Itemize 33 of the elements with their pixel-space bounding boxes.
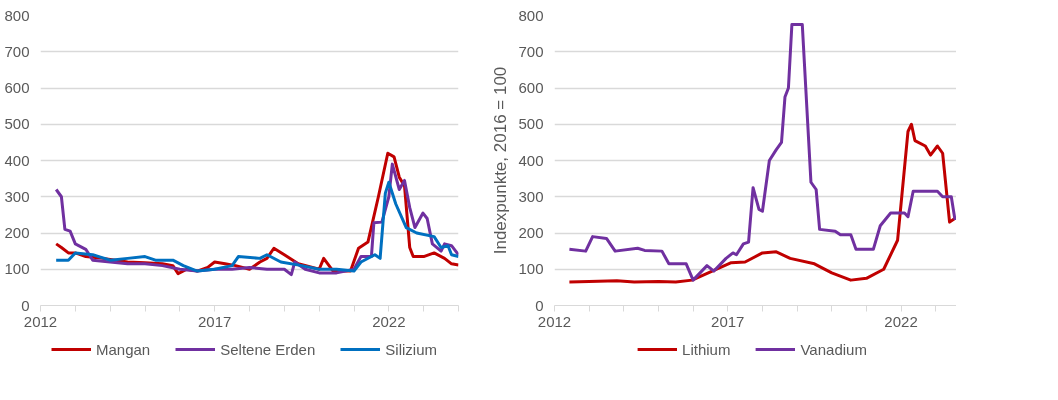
y-tick-label: 100 xyxy=(4,260,30,278)
y-tick-label: 300 xyxy=(518,187,544,205)
legend-label: Silizium xyxy=(385,340,437,358)
y-tick-label: 600 xyxy=(4,79,30,96)
y-tick-label: 200 xyxy=(4,224,30,241)
y-axis-title: Indexpunkte, 2016 = 100 xyxy=(491,66,511,255)
legend-label: Seltene Erden xyxy=(220,340,316,358)
x-tick-label: 2012 xyxy=(23,312,58,330)
y-tick-label: 0 xyxy=(21,296,30,314)
x-tick-label: 2022 xyxy=(884,312,918,330)
y-tick-label: 800 xyxy=(4,6,30,24)
y-tick-label: 700 xyxy=(4,42,30,60)
line-series xyxy=(54,180,459,273)
line-series xyxy=(567,23,956,282)
y-tick-label: 500 xyxy=(4,115,30,133)
y-tick-label: 300 xyxy=(4,187,30,205)
x-tick-label: 2017 xyxy=(197,312,232,330)
y-tick-label: 0 xyxy=(535,296,544,314)
y-tick-label: 200 xyxy=(518,224,544,241)
legend-label: Mangan xyxy=(96,340,151,358)
y-tick-label: 400 xyxy=(4,151,30,169)
y-tick-label: 800 xyxy=(518,6,544,24)
y-tick-label: 700 xyxy=(518,42,544,60)
y-tick-label: 600 xyxy=(518,79,544,96)
x-tick-label: 2022 xyxy=(372,312,406,330)
line-series xyxy=(567,122,956,284)
x-tick-label: 2017 xyxy=(711,312,745,330)
y-tick-label: 100 xyxy=(518,260,544,278)
legend-label: Vanadium xyxy=(800,340,867,358)
legend-label: Lithium xyxy=(682,340,731,358)
x-tick-label: 2012 xyxy=(537,312,572,330)
y-tick-label: 400 xyxy=(518,151,544,169)
y-tick-label: 500 xyxy=(518,115,544,133)
